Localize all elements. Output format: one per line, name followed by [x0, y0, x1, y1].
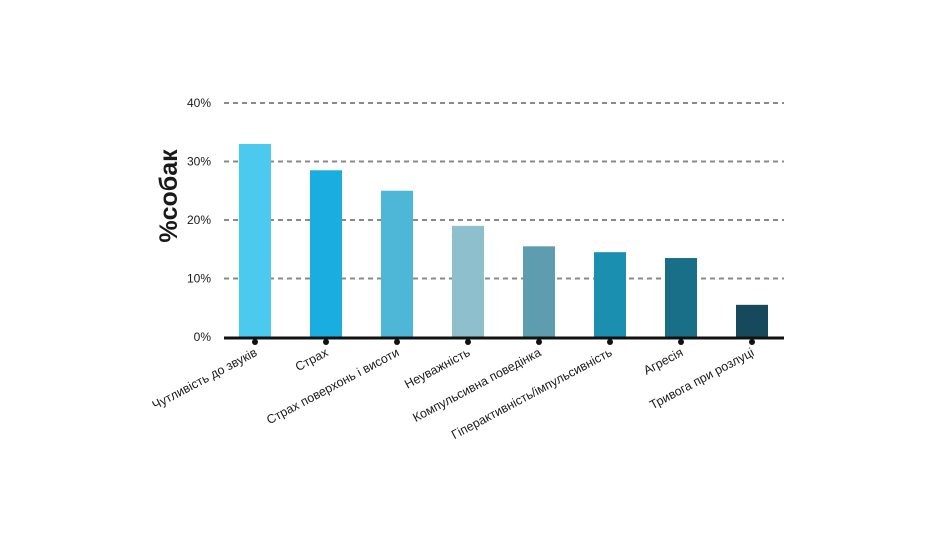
y-tick-label: 0% — [194, 330, 212, 344]
x-tick-dot — [252, 339, 258, 345]
x-tick-dot — [536, 339, 542, 345]
x-category-label: Чутливість до звуків — [150, 345, 260, 412]
bars — [239, 143, 768, 337]
x-tick-dot — [678, 339, 684, 345]
x-tick-dot — [607, 339, 613, 345]
x-category-label: Страх поверхонь і висоти — [264, 345, 401, 427]
grid-lines — [224, 102, 784, 280]
y-axis-title: %собак — [155, 149, 183, 243]
x-category-label: Компульсивна поведінка — [410, 345, 543, 425]
y-axis-ticks: 0% 10% 20% 30% 40% — [187, 96, 211, 344]
bar — [239, 143, 271, 337]
y-tick-label: 30% — [187, 155, 211, 169]
bar — [736, 304, 768, 337]
bar — [523, 246, 555, 337]
bar — [452, 225, 484, 337]
bar — [381, 190, 413, 337]
x-axis — [224, 336, 784, 345]
x-tick-dot — [323, 339, 329, 345]
y-tick-label: 10% — [187, 272, 211, 286]
bar — [310, 170, 342, 337]
x-tick-dot — [749, 339, 755, 345]
x-category-label: Страх — [293, 345, 331, 374]
x-tick-dot — [465, 339, 471, 345]
bar — [594, 252, 626, 337]
x-category-label: Агресія — [641, 345, 685, 377]
y-tick-label: 40% — [187, 96, 211, 110]
bar — [665, 258, 697, 337]
x-tick-dot — [394, 339, 400, 345]
y-tick-label: 20% — [187, 213, 211, 227]
